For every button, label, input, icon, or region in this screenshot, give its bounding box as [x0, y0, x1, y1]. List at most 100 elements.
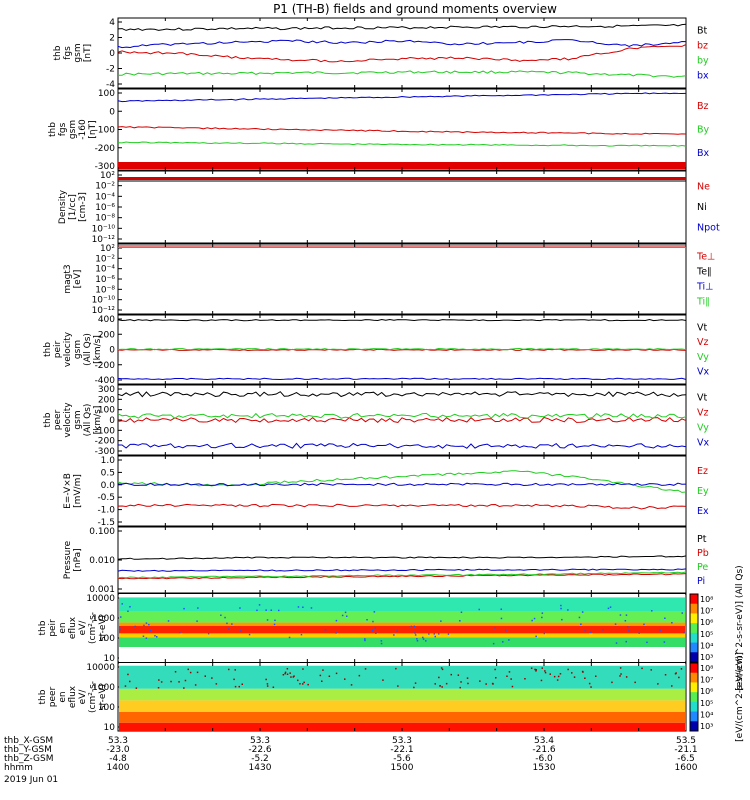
heatmap-speck: [335, 632, 337, 634]
panel-frame: [117, 88, 687, 171]
y-tick-label: 0: [109, 346, 115, 356]
colorbar-segment: [690, 711, 698, 722]
heatmap-speck: [671, 622, 673, 624]
series-line-Vz: [117, 416, 687, 424]
colorbar-segment: [690, 594, 698, 605]
heatmap-speck: [270, 609, 272, 611]
heatmap-speck: [584, 630, 587, 632]
y-tick-label: 4: [109, 18, 115, 28]
heatmap-speck: [143, 624, 145, 627]
colorbar-tick: 10⁶: [700, 687, 713, 696]
legend-entry: Te∥: [696, 267, 712, 278]
y-axis-label-line: [nPa]: [73, 548, 83, 571]
footer-row-label: hhmm: [4, 763, 33, 773]
y-tick-label: 0: [109, 49, 115, 59]
heatmap-speck: [571, 672, 573, 674]
y-axis-label-line: [1/cc]: [68, 194, 78, 220]
figure-title: P1 (TH-B) fields and ground moments over…: [273, 2, 557, 16]
y-tick-label: 100: [98, 89, 115, 99]
heatmap-speck: [120, 616, 122, 618]
y-tick-label: 0.0: [101, 481, 116, 491]
legend-entry: Vy: [697, 352, 709, 363]
heatmap-speck: [651, 610, 653, 612]
heatmap-speck: [607, 607, 610, 610]
heatmap-speck: [273, 623, 276, 626]
y-axis-label-line: thb: [43, 412, 53, 427]
heatmap-speck: [395, 667, 397, 670]
footer-value: 1430: [249, 763, 272, 773]
y-axis-label-line: (All Qs): [83, 404, 93, 437]
heatmap-speck: [535, 669, 537, 671]
heatmap-speck: [445, 682, 448, 685]
y-tick-label: 10: [104, 654, 116, 664]
y-axis-label-line: en: [58, 691, 68, 702]
heatmap-speck: [234, 685, 237, 688]
heatmap-speck: [184, 679, 187, 682]
footer-value: -5.6: [393, 754, 411, 764]
heatmap-speck: [154, 635, 156, 637]
heatmap-speck: [207, 632, 210, 635]
y-tick-label: 10⁻⁶: [95, 203, 115, 213]
heatmap-speck: [588, 682, 591, 685]
heatmap-band: [119, 633, 685, 638]
legend-entry: Vx: [697, 367, 709, 378]
heatmap-speck: [584, 677, 586, 679]
colorbar-segment: [690, 652, 698, 663]
heatmap-band: [119, 722, 685, 731]
y-tick-label: 100: [98, 406, 115, 416]
y-tick-label: 10: [104, 723, 116, 733]
heatmap-band: [119, 637, 685, 648]
heatmap-speck: [590, 686, 592, 688]
heatmap-speck: [228, 628, 230, 630]
y-tick-label: 10⁻⁴: [95, 265, 115, 275]
heatmap-speck: [441, 686, 443, 688]
density-trace: [118, 177, 686, 180]
y-axis-label: Density [1/cc] [cm-3]: [58, 189, 88, 224]
y-tick-label: 0.100: [89, 527, 115, 537]
heatmap-speck: [121, 603, 123, 605]
heatmap-speck: [341, 614, 344, 617]
heatmap-speck: [638, 632, 640, 634]
series-line-Bt: [117, 23, 687, 31]
heatmap-speck: [506, 675, 508, 677]
footer-row-label: thb_Y-GSM: [4, 745, 52, 755]
legend-entry: Vt: [697, 393, 707, 404]
heatmap-speck: [393, 634, 395, 636]
panel-bottom-bar: [118, 162, 686, 169]
heatmap-speck: [422, 638, 425, 640]
series-line-By: [117, 141, 687, 147]
heatmap-speck: [239, 630, 242, 632]
heatmap-speck: [224, 616, 226, 619]
heatmap-speck: [556, 679, 559, 681]
series-line-Pe: [117, 571, 687, 579]
colorbar-tick: 10³: [700, 722, 713, 731]
heatmap-speck: [466, 677, 469, 679]
heatmap-speck: [541, 667, 543, 669]
heatmap-speck: [350, 684, 353, 686]
y-axis-label-line: (cm²-s-: [88, 681, 98, 713]
y-tick-label: -100: [95, 126, 116, 136]
heatmap-speck: [156, 636, 158, 638]
heatmap-speck: [266, 683, 269, 685]
heatmap-speck: [167, 620, 170, 622]
heatmap-speck: [319, 674, 322, 677]
heatmap-speck: [434, 683, 436, 685]
heatmap-speck: [438, 633, 440, 635]
legend-entry: Pi: [697, 576, 705, 587]
colorbar-tick: 10⁶: [700, 618, 713, 627]
y-axis-label-line: velocity: [63, 402, 73, 438]
heatmap-speck: [413, 686, 415, 689]
heatmap-speck: [293, 675, 295, 677]
colorbar-tick: 10⁸: [700, 664, 713, 673]
legend-entry: Ti∥: [696, 297, 710, 308]
heatmap-speck: [561, 618, 563, 621]
colorbar-segment: [690, 663, 698, 674]
heatmap-speck: [567, 668, 569, 671]
heatmap-speck: [413, 625, 416, 628]
heatmap-speck: [478, 608, 480, 611]
heatmap-speck: [174, 671, 177, 673]
y-axis-label-line: sr-eV): [98, 684, 108, 710]
heatmap-speck: [544, 671, 547, 674]
heatmap-speck: [479, 680, 481, 682]
